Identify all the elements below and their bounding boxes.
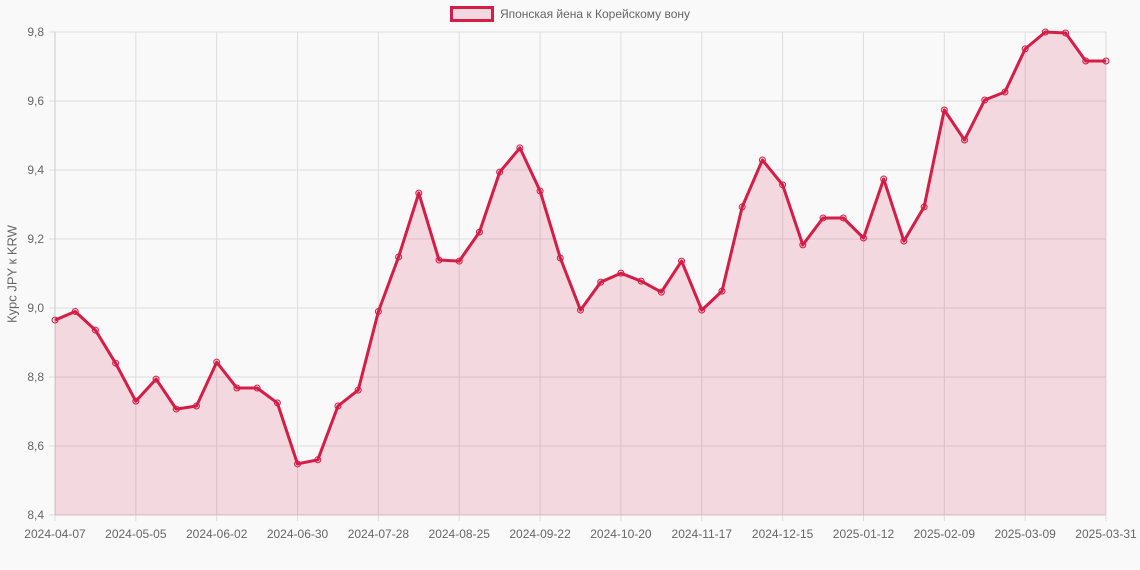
data-point[interactable] (152, 375, 160, 383)
data-point[interactable] (374, 307, 382, 315)
y-tick-label: 8,6 (27, 439, 44, 453)
x-tick-label: 2024-05-05 (105, 527, 167, 541)
data-point[interactable] (1062, 29, 1070, 37)
data-point[interactable] (1041, 28, 1049, 36)
data-point[interactable] (516, 144, 524, 152)
data-point[interactable] (617, 269, 625, 277)
y-axis-ticks: 9,8 9,6 9,4 9,2 9,0 8,8 8,6 8,4 (27, 25, 44, 522)
data-point[interactable] (961, 136, 969, 144)
data-point[interactable] (91, 326, 99, 334)
data-point[interactable] (334, 402, 342, 410)
y-tick-label: 8,8 (27, 370, 44, 384)
y-tick-label: 9,8 (27, 25, 44, 39)
data-point[interactable] (172, 405, 180, 413)
data-point[interactable] (475, 228, 483, 236)
data-point[interactable] (233, 384, 241, 392)
data-point[interactable] (112, 359, 120, 367)
data-point[interactable] (678, 257, 686, 265)
data-point[interactable] (496, 168, 504, 176)
x-tick-label: 2024-09-22 (509, 527, 571, 541)
x-tick-label: 2024-10-20 (590, 527, 652, 541)
data-point[interactable] (132, 397, 140, 405)
data-point[interactable] (1021, 45, 1029, 53)
data-point[interactable] (839, 214, 847, 222)
data-point[interactable] (294, 460, 302, 468)
data-point[interactable] (536, 187, 544, 195)
data-point[interactable] (819, 214, 827, 222)
data-point[interactable] (799, 241, 807, 249)
x-tick-label: 2024-12-15 (752, 527, 814, 541)
data-point[interactable] (758, 156, 766, 164)
legend-label: Японская йена к Корейскому вону (499, 7, 691, 21)
data-point[interactable] (192, 402, 200, 410)
data-point[interactable] (920, 203, 928, 211)
data-point[interactable] (253, 384, 261, 392)
legend[interactable]: Японская йена к Корейскому вону (0, 6, 1140, 22)
data-point[interactable] (314, 456, 322, 464)
y-tick-label: 9,6 (27, 94, 44, 108)
data-point[interactable] (738, 203, 746, 211)
x-tick-label: 2024-06-02 (186, 527, 248, 541)
y-tick-label: 8,4 (27, 508, 44, 522)
legend-swatch-icon (449, 6, 494, 22)
x-tick-label: 2024-04-07 (24, 527, 86, 541)
data-point[interactable] (395, 253, 403, 261)
x-tick-label: 2024-08-25 (429, 527, 491, 541)
x-tick-label: 2024-06-30 (267, 527, 329, 541)
data-point[interactable] (1102, 57, 1110, 65)
y-axis-label: Курс JPY к KRW (4, 225, 20, 323)
x-tick-label: 2024-07-28 (348, 527, 410, 541)
data-point[interactable] (273, 399, 281, 407)
x-tick-label: 2025-03-31 (1075, 527, 1137, 541)
data-point[interactable] (354, 386, 362, 394)
data-point[interactable] (698, 306, 706, 314)
data-point[interactable] (415, 189, 423, 197)
data-point[interactable] (718, 287, 726, 295)
x-axis-ticks: 2024-04-07 2024-05-05 2024-06-02 2024-06-30… (24, 527, 1137, 541)
data-point[interactable] (779, 181, 787, 189)
y-tick-label: 9,2 (27, 232, 44, 246)
x-tick-label: 2025-02-09 (914, 527, 976, 541)
data-points[interactable] (51, 28, 1110, 468)
data-point[interactable] (900, 237, 908, 245)
data-point[interactable] (213, 358, 221, 366)
series-area-fill (55, 32, 1106, 515)
data-point[interactable] (1001, 88, 1009, 96)
data-point[interactable] (1082, 57, 1090, 65)
x-tick-label: 2025-03-09 (994, 527, 1056, 541)
data-point[interactable] (597, 278, 605, 286)
x-tick-label: 2025-01-12 (833, 527, 895, 541)
grid-lines (49, 31, 1107, 521)
data-point[interactable] (657, 288, 665, 296)
data-point[interactable] (637, 277, 645, 285)
data-point[interactable] (71, 307, 79, 315)
data-point[interactable] (981, 96, 989, 104)
y-tick-label: 9,4 (27, 163, 44, 177)
data-point[interactable] (556, 254, 564, 262)
data-point[interactable] (859, 234, 867, 242)
x-tick-label: 2024-11-17 (672, 527, 733, 541)
data-point[interactable] (435, 256, 443, 264)
data-point[interactable] (51, 316, 59, 324)
data-point[interactable] (940, 106, 948, 114)
y-tick-label: 9,0 (27, 301, 44, 315)
data-point[interactable] (455, 257, 463, 265)
data-point[interactable] (577, 306, 584, 314)
data-point[interactable] (880, 175, 888, 183)
series-line (54, 30, 1106, 466)
